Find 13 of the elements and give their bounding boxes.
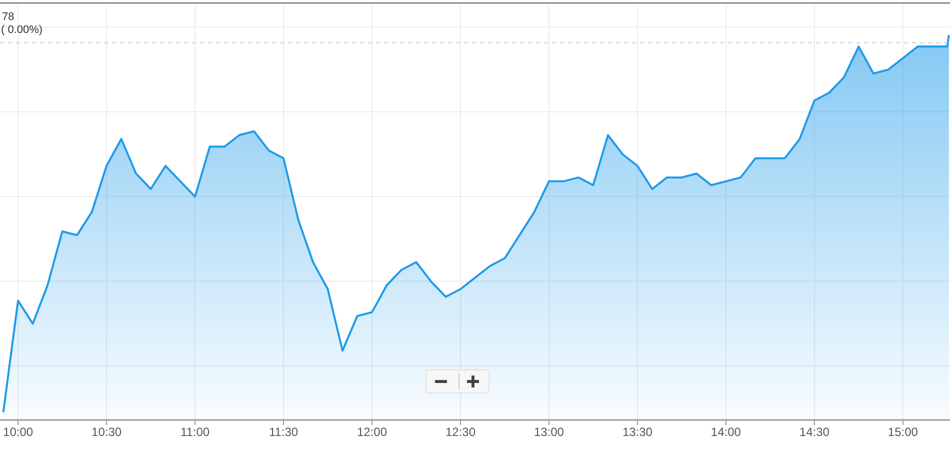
annotation: ( 0.00%): [1, 24, 43, 36]
text: 78: [2, 11, 14, 23]
x-tick-label: 10:00: [3, 425, 34, 439]
x-tick-label: 13:00: [534, 425, 564, 439]
x-tick-label: 12:30: [445, 425, 476, 439]
x-tick-label: 11:00: [180, 425, 210, 439]
x-tick-label: 10:30: [92, 425, 122, 439]
x-tick-label: 12:00: [356, 425, 388, 439]
x-tick-label: 14:30: [799, 425, 830, 439]
x-tick-label: 11:30: [268, 425, 298, 439]
x-tick-label: 15:00: [888, 425, 918, 439]
x-tick-label: 14:00: [710, 425, 742, 439]
x-tick-label: 13:30: [622, 425, 653, 439]
